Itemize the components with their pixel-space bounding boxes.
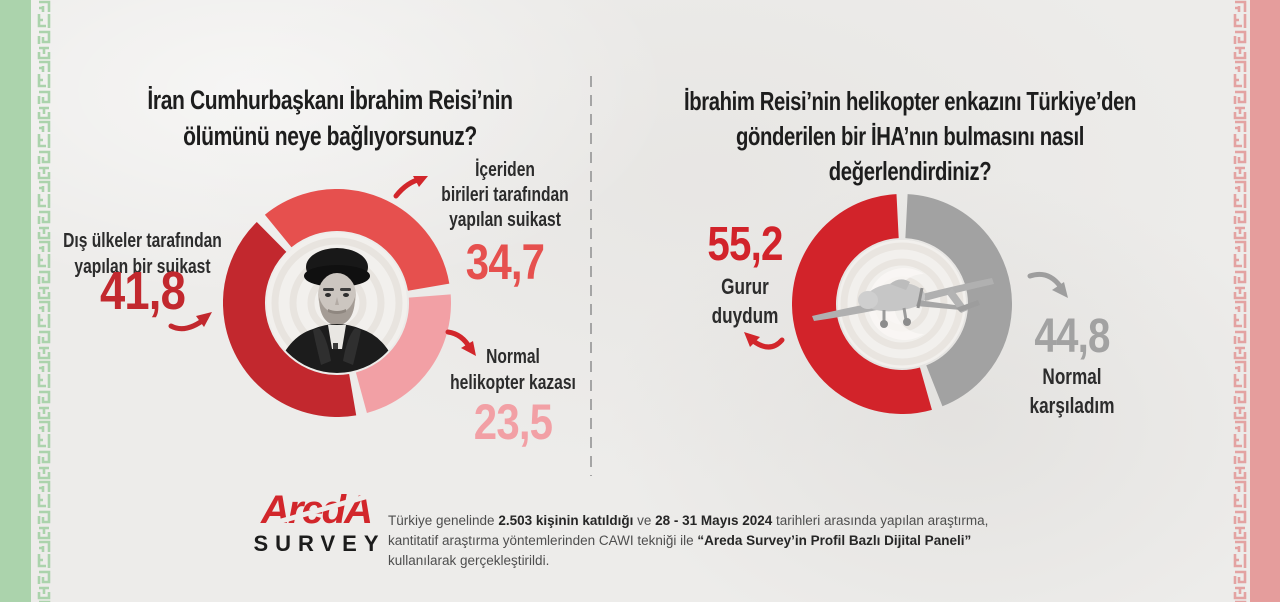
label-foreign-line1: Dış ülkeler tarafından [63,230,222,252]
footer-text-segment: kullanılarak gerçekleştirildi. [388,553,550,568]
label-normal-line1: Normal [1042,364,1102,389]
label-insider-line3: yapılan suikast [449,209,561,231]
label-insider-line1: İçeriden [475,159,535,181]
left-donut-chart [223,189,451,417]
right-chart-title: İbrahim Reisi’nin helikopter enkazını Tü… [680,84,1140,189]
drone-image [812,278,994,328]
areda-logo-survey: SURVEY [253,531,386,556]
right-title-line2: gönderilen bir İHA’nın bulmasını nasıl d… [735,121,1085,186]
label-proud: Gurur duydum [693,272,798,330]
value-insider: 34,7 [465,234,545,290]
left-green-strip [0,0,31,602]
footer-methodology-text: Türkiye genelinde 2.503 kişinin katıldığ… [388,511,1040,571]
label-foreign-line2: yapılan bir suikast [74,256,211,278]
label-foreign-assassination: Dış ülkeler tarafından yapılan bir suika… [59,228,227,280]
left-title-line2: ölümünü neye bağlıyorsunuz? [183,121,477,151]
label-insider-assassination: İçeriden birileri tarafından yapılan sui… [432,158,577,233]
right-donut-chart [792,194,1012,414]
label-helicopter-accident: Normal helikopter kazası [439,344,587,396]
right-pink-strip [1250,0,1280,602]
value-normal: 44,8 [1034,310,1110,363]
arrow-foreign-icon [168,312,212,332]
label-proud-line1: Gurur [721,274,769,299]
label-normal-line2: karşıladım [1029,393,1115,418]
arrow-proud-icon [744,332,785,350]
label-accident-line1: Normal [486,346,540,368]
reisi-portrait [267,233,407,373]
label-accident-line2: helikopter kazası [450,372,576,394]
arrow-normal-icon [1027,271,1068,298]
right-kufic-pattern [1232,0,1248,602]
footer-text-segment: “Areda Survey’in Profil Bazlı Dijital Pa… [697,533,972,548]
arrow-accident-icon [445,329,476,356]
label-proud-line2: duydum [711,303,779,328]
value-proud: 55,2 [707,218,783,271]
value-accident: 23,5 [473,394,553,450]
right-title-line1: İbrahim Reisi’nin helikopter enkazını Tü… [684,86,1136,116]
arrow-insider-icon [393,176,428,199]
footer-text-segment: Türkiye genelinde [388,513,499,528]
label-insider-line2: birileri tarafından [441,184,569,206]
left-kufic-pattern [36,0,52,602]
label-normal: Normal karşıladım [1017,362,1126,420]
footer-text-segment: 2.503 kişinin katıldığı [498,513,634,528]
footer-text-segment: ve [633,513,656,528]
value-foreign: 41,8 [100,261,186,321]
vertical-divider [590,76,592,476]
left-chart-title: İran Cumhurbaşkanı İbrahim Reisi’nin ölü… [119,82,540,154]
footer-text-segment: tarihleri arasında yapılan araştırma, ka… [388,513,989,548]
left-title-line1: İran Cumhurbaşkanı İbrahim Reisi’nin [147,85,513,115]
footer-text-segment: 28 - 31 Mayıs 2024 [655,513,773,528]
